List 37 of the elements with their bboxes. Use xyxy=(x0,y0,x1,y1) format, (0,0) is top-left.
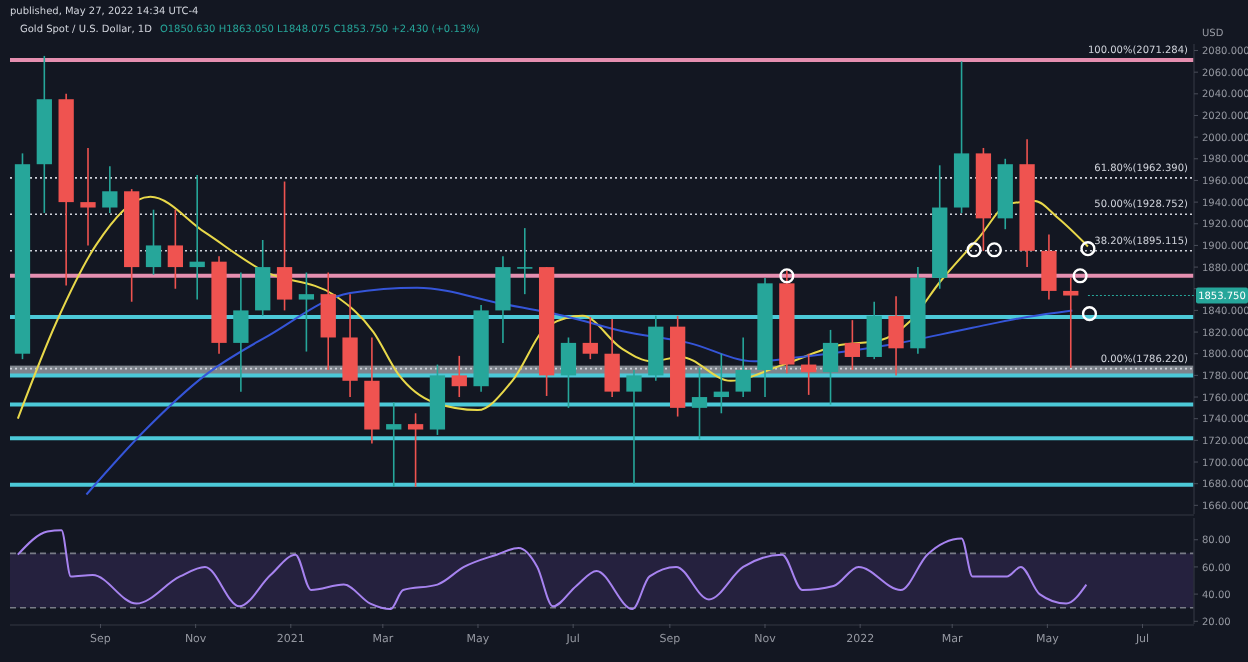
candlestick xyxy=(517,227,533,295)
candlestick xyxy=(189,174,205,301)
candlestick xyxy=(255,239,271,317)
candlestick xyxy=(167,208,183,290)
point xyxy=(1081,306,1098,322)
candlestick xyxy=(713,352,729,415)
candlestick xyxy=(298,271,315,353)
candlestick xyxy=(386,401,402,488)
candlestick xyxy=(866,300,882,360)
point xyxy=(1072,268,1088,284)
candlestick xyxy=(582,316,598,360)
candlestick xyxy=(888,295,904,377)
candlestick xyxy=(451,355,467,398)
candlestick xyxy=(495,255,511,344)
candlestick xyxy=(102,165,118,214)
candlestick xyxy=(145,208,162,276)
candlestick xyxy=(320,271,336,371)
candlestick xyxy=(407,412,424,488)
candlestick xyxy=(735,336,751,398)
candlestick xyxy=(604,318,620,398)
candlestick xyxy=(1063,277,1079,369)
candlestick xyxy=(844,319,861,371)
candlestick xyxy=(801,352,817,396)
candlestick xyxy=(276,180,293,312)
candlestick xyxy=(626,369,642,485)
candlestick xyxy=(342,293,358,398)
candlestick xyxy=(560,336,577,409)
candlestick xyxy=(822,329,839,406)
candlestick xyxy=(233,271,249,393)
candlestick xyxy=(1041,233,1057,301)
line-series xyxy=(16,529,1088,611)
candlestick xyxy=(80,147,96,247)
point xyxy=(779,268,795,284)
candlestick xyxy=(691,367,708,441)
point xyxy=(966,242,982,258)
point xyxy=(1080,241,1096,257)
point xyxy=(986,242,1002,258)
